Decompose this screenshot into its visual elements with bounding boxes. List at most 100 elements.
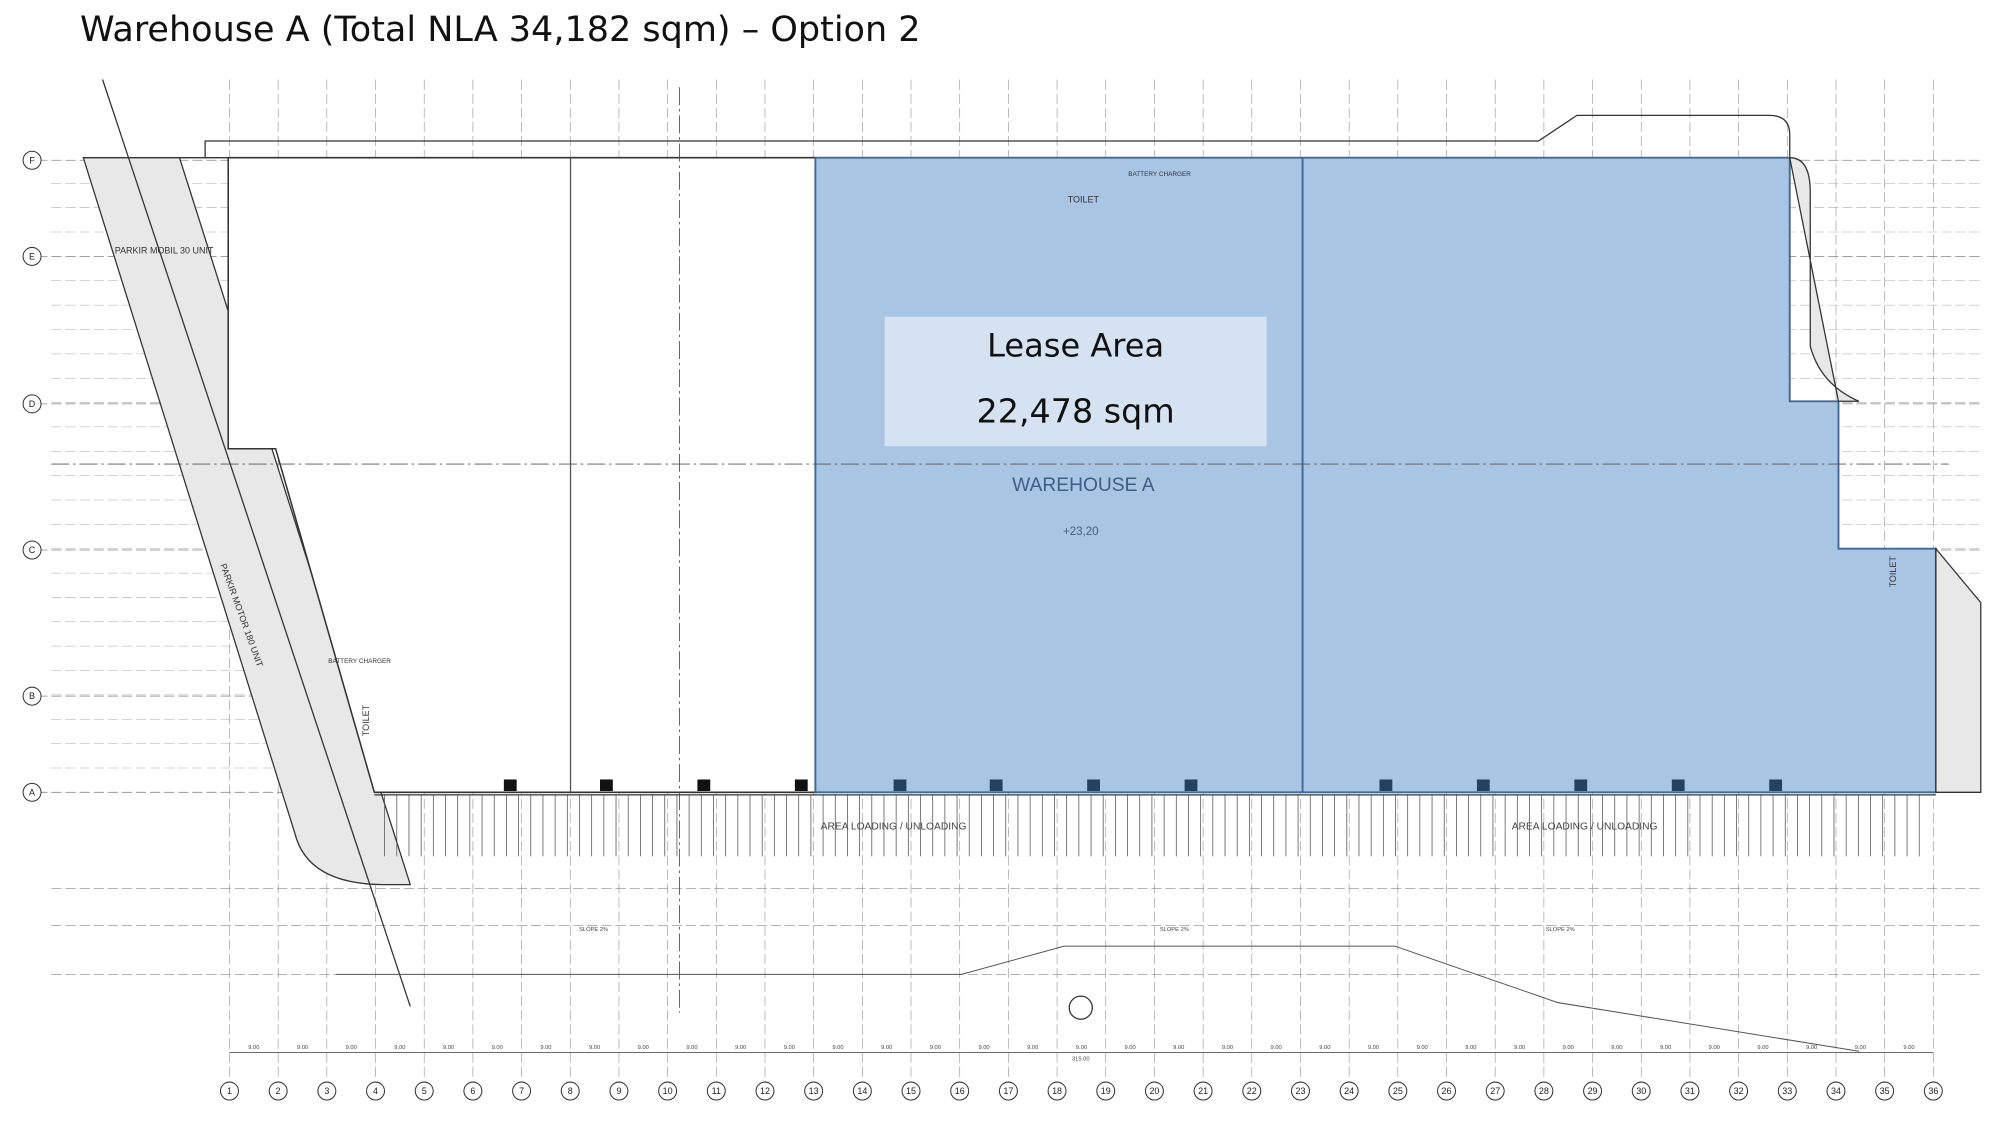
column-bubble [1290, 1081, 1310, 1101]
bay-dimension: 9.00 [492, 1045, 503, 1051]
dock-door [794, 779, 808, 792]
column-label: 11 [712, 1086, 721, 1096]
bay-dimension: 9.00 [394, 1045, 405, 1051]
dock-door [989, 779, 1003, 792]
bay-dimension: 9.00 [346, 1045, 357, 1051]
row-label: E [29, 251, 35, 261]
row-bubble [22, 782, 42, 802]
bay-dimension: 9.00 [784, 1045, 795, 1051]
battery-label: BATTERY CHARGER [328, 658, 391, 665]
bay-dimension: 9.00 [1417, 1045, 1428, 1051]
row-bubble [22, 246, 42, 266]
dock-door [503, 779, 517, 792]
warehouse-label: WAREHOUSE A [1012, 475, 1155, 496]
dock-door [1769, 779, 1783, 792]
bay-dimension: 9.00 [1076, 1045, 1087, 1051]
dock-door [1379, 779, 1393, 792]
bay-dimension: 9.00 [1124, 1045, 1135, 1051]
column-bubble [804, 1081, 824, 1101]
bay-dimension: 9.00 [1465, 1045, 1476, 1051]
column-label: 12 [760, 1086, 770, 1096]
column-bubble [706, 1081, 726, 1101]
bay-dimension: 9.00 [1709, 1045, 1720, 1051]
dock-door [1184, 779, 1198, 792]
row-bubble [22, 540, 42, 560]
bay-dimension: 9.00 [978, 1045, 989, 1051]
level-label: +23,20 [1063, 526, 1099, 538]
bay-dimension: 9.00 [1319, 1045, 1330, 1051]
row-label: F [29, 155, 35, 165]
column-label: 31 [1685, 1086, 1695, 1096]
column-label: 29 [1588, 1086, 1598, 1096]
column-label: 2 [276, 1086, 281, 1096]
loading-label: AREA LOADING / UNLOADING [821, 822, 967, 833]
column-bubble [317, 1081, 337, 1101]
column-label: 7 [519, 1086, 524, 1096]
column-bubble [1534, 1081, 1554, 1101]
slope-label: SLOPE 2% [1160, 927, 1189, 933]
column-bubble [463, 1081, 483, 1101]
bay-dimension: 9.00 [735, 1045, 746, 1051]
column-label: 34 [1831, 1086, 1841, 1096]
bay-dimension: 9.00 [1806, 1045, 1817, 1051]
column-bubble [1923, 1081, 1943, 1101]
bay-dimension: 9.00 [1368, 1045, 1379, 1051]
column-label: 32 [1734, 1086, 1744, 1096]
column-label: 10 [663, 1086, 673, 1096]
dock-door [1087, 779, 1100, 792]
bay-dimension: 9.00 [589, 1045, 600, 1051]
bay-dimension: 9.00 [1855, 1045, 1866, 1051]
column-label: 6 [470, 1086, 475, 1096]
row-label: C [29, 545, 36, 555]
column-bubble [658, 1081, 678, 1101]
row-label: B [29, 691, 35, 701]
column-bubble [1875, 1081, 1895, 1101]
column-bubble [1729, 1081, 1749, 1101]
column-label: 30 [1636, 1086, 1646, 1096]
toilet-label: TOILET [1888, 556, 1898, 588]
column-label: 1 [227, 1086, 232, 1096]
column-bubble [1144, 1081, 1164, 1101]
column-bubble [560, 1081, 580, 1101]
column-bubble [1242, 1081, 1262, 1101]
column-label: 3 [324, 1086, 329, 1096]
column-bubble [1680, 1081, 1700, 1101]
column-bubble [1631, 1081, 1651, 1101]
column-label: 14 [857, 1086, 867, 1096]
bay-dimension: 9.00 [881, 1045, 892, 1051]
column-bubble [1437, 1081, 1457, 1101]
site-outline [179, 114, 1791, 159]
dock-door [1574, 779, 1588, 792]
bay-dimension: 9.00 [1660, 1045, 1671, 1051]
bay-dimension: 9.00 [1514, 1045, 1525, 1051]
lease-label-box [884, 316, 1267, 447]
column-bubble [1583, 1081, 1603, 1101]
bay-dimension: 9.00 [930, 1045, 941, 1051]
column-label: 8 [568, 1086, 573, 1096]
column-label: 28 [1539, 1086, 1549, 1096]
column-label: 18 [1052, 1086, 1062, 1096]
column-bubble [220, 1081, 239, 1101]
column-label: 4 [373, 1086, 378, 1096]
bay-dimension: 9.00 [1563, 1045, 1574, 1051]
dock-door [1476, 779, 1490, 792]
column-bubble [950, 1081, 970, 1101]
bay-dimension: 9.00 [248, 1045, 259, 1051]
dock-door [600, 779, 613, 792]
slope-label: SLOPE 2% [1546, 927, 1575, 933]
column-label: 22 [1247, 1086, 1257, 1096]
bay-dimension: 9.00 [686, 1045, 697, 1051]
landscape [1788, 157, 1860, 402]
battery-label: BATTERY CHARGER [1128, 171, 1191, 178]
lease-label: Lease Area [987, 326, 1164, 364]
row-bubble [22, 150, 42, 170]
column-label: 24 [1344, 1086, 1354, 1096]
column-label: 17 [1003, 1086, 1013, 1096]
column-bubble [1826, 1081, 1846, 1101]
bay-dimension: 9.00 [1903, 1045, 1914, 1051]
column-label: 33 [1782, 1086, 1792, 1096]
lease-area [814, 156, 1937, 794]
